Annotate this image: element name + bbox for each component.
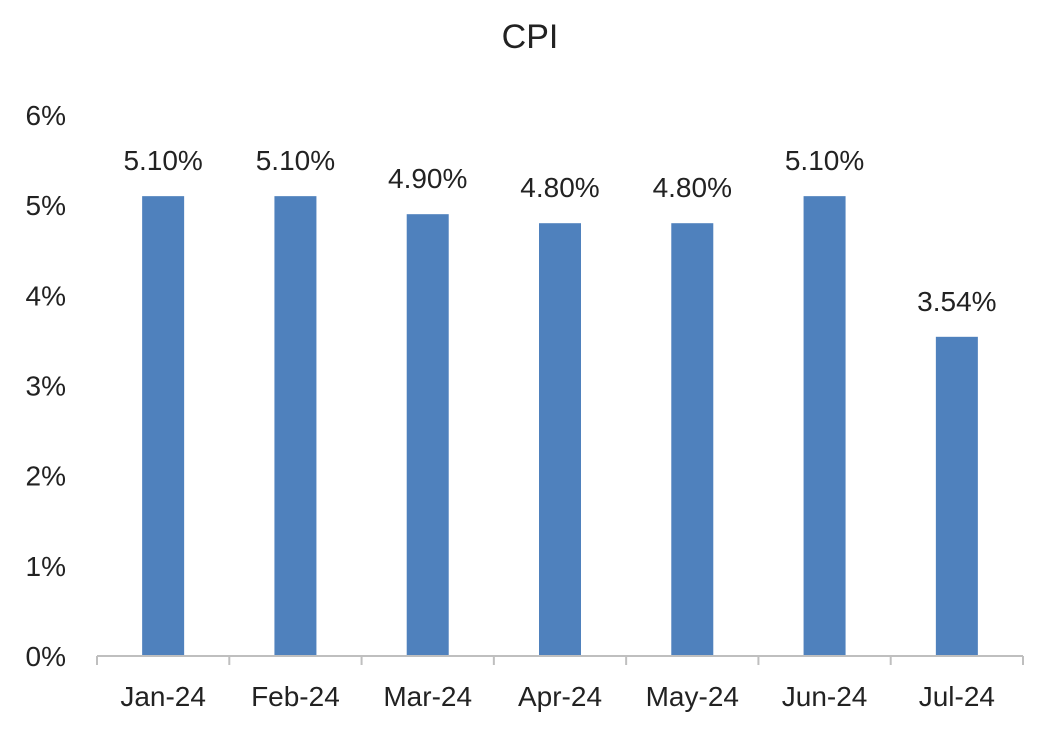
data-labels: 5.10% 5.10% 4.90% 4.80% 4.80% 5.10% 3.54% [123, 145, 996, 317]
y-tick-label: 2% [26, 461, 66, 492]
x-tick-label: Feb-24 [251, 681, 340, 712]
bar [935, 336, 978, 656]
y-tick-label: 3% [26, 371, 66, 402]
y-tick-label: 0% [26, 641, 66, 672]
bar [671, 223, 714, 656]
chart-title: CPI [501, 18, 559, 56]
bar [274, 196, 317, 656]
x-tick-label: Mar-24 [383, 681, 472, 712]
data-label: 5.10% [785, 145, 864, 176]
y-tick-label: 6% [26, 100, 66, 131]
x-tick-label: Jul-24 [919, 681, 995, 712]
data-label: 4.90% [388, 163, 467, 194]
data-label: 5.10% [123, 145, 202, 176]
x-tick-label: May-24 [646, 681, 739, 712]
x-tick-label: Jan-24 [120, 681, 206, 712]
y-tick-label: 4% [26, 280, 66, 311]
data-label: 5.10% [256, 145, 335, 176]
bar [406, 214, 449, 656]
x-axis-tick-labels: Jan-24 Feb-24 Mar-24 Apr-24 May-24 Jun-24 Jul-… [120, 681, 995, 712]
bar [803, 196, 846, 656]
bar [142, 196, 185, 656]
data-label: 3.54% [917, 286, 996, 317]
data-label: 4.80% [653, 172, 732, 203]
x-axis [96, 655, 1024, 665]
x-tick-label: Apr-24 [518, 681, 602, 712]
x-tick-label: Jun-24 [782, 681, 868, 712]
y-tick-label: 5% [26, 190, 66, 221]
data-label: 4.80% [520, 172, 599, 203]
y-tick-label: 1% [26, 551, 66, 582]
bar [539, 223, 581, 656]
y-axis-tick-labels: 0% 1% 2% 3% 4% 5% 6% [26, 100, 66, 672]
bar-series [142, 196, 978, 656]
